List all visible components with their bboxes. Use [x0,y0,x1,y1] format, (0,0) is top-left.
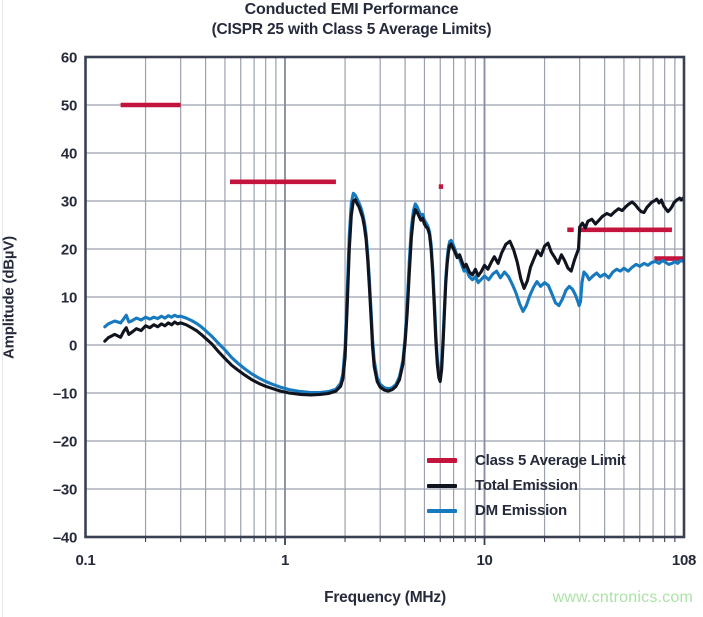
x-axis-label: Frequency (MHz) [324,589,446,606]
legend-label-total-emission: Total Emission [475,477,578,494]
y-tick-label: 20 [61,242,77,259]
y-tick-label: 30 [61,194,77,211]
y-tick-label: –20 [53,434,77,451]
y-tick-label: –30 [53,482,77,499]
y-tick-label: –10 [53,386,77,403]
y-tick-label: 0 [69,338,77,355]
x-tick-label: 108 [672,552,696,569]
y-tick-label: –40 [53,530,77,547]
legend: Class 5 Average Limit Total Emission DM … [427,451,626,520]
left-edge-strip [2,0,3,617]
y-tick-label: 10 [61,290,77,307]
chart-title: Conducted EMI Performance [244,1,459,18]
chart-subtitle: (CISPR 25 with Class 5 Average Limits) [211,21,492,38]
y-tick-label: 60 [61,50,77,67]
series-total-emission [103,196,683,397]
x-tick-label: 0.1 [76,552,96,569]
legend-swatch-total-emission [427,483,457,488]
legend-entry-class5-limit: Class 5 Average Limit [427,451,626,470]
legend-entry-total-emission: Total Emission [427,476,626,495]
watermark-text: www.cntronics.com [552,589,693,606]
x-tick-label: 10 [476,552,492,569]
y-tick-label: 40 [61,146,77,163]
legend-label-dm-emission: DM Emission [475,502,567,519]
legend-swatch-dm-emission [427,508,457,513]
legend-entry-dm-emission: DM Emission [427,501,626,520]
plot-frame [84,55,686,539]
data-layer [103,102,683,397]
legend-label-class5-limit: Class 5 Average Limit [475,452,626,469]
y-tick-label: 50 [61,98,77,115]
legend-swatch-class5-limit [427,458,457,463]
x-tick-label: 1 [281,552,289,569]
